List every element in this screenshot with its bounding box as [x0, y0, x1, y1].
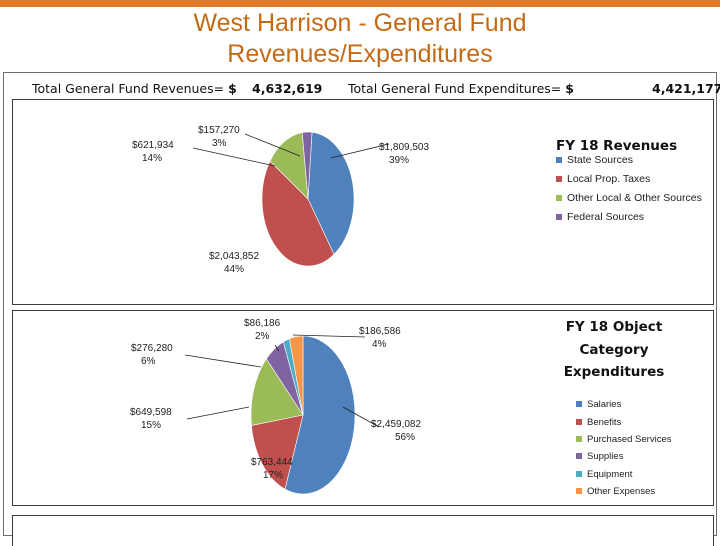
expenditures-title-line-1: FY 18 Object: [566, 319, 663, 335]
revenues-slice-state-sources: [307, 131, 355, 255]
title-line-2: Revenues/Expenditures: [227, 40, 493, 68]
expenditures-total-label: Total General Fund Expenditures= $: [348, 81, 574, 96]
content-frame: Total General Fund Revenues= $ 4,632,619…: [3, 72, 720, 546]
revenues-pie-chart: $1,809,503 39% $2,043,852 44% $621,934 1…: [132, 125, 702, 275]
exp-label-other-pct: 4%: [372, 339, 387, 350]
legend-swatch-supplies: [576, 453, 582, 459]
leader-line-supplies: [184, 354, 262, 368]
expenditures-legend: Salaries Benefits Purchased Services Sup…: [576, 399, 672, 497]
legend-swatch-federal: [556, 214, 562, 220]
expenditures-title-line-2: Category: [579, 342, 648, 358]
legend-salaries: Salaries: [587, 399, 622, 410]
leader-line-purchased: [186, 406, 250, 420]
legend-swatch-state: [556, 157, 562, 163]
legend-other-expenses: Other Expenses: [587, 486, 655, 497]
exp-label-benefits-pct: 17%: [263, 470, 283, 481]
rev-label-other-pct: 14%: [142, 153, 162, 164]
expenditures-chart-panel: $2,459,082 56% $763,444 17% $649,598 15%…: [12, 310, 714, 506]
legend-swatch-salaries: [576, 401, 582, 407]
legend-swatch-local: [556, 176, 562, 182]
leader-line-equipment: [274, 344, 280, 352]
legend-benefits: Benefits: [587, 417, 622, 428]
exp-label-supplies-pct: 6%: [141, 356, 156, 367]
expenditures-slice-purchased-services: [250, 358, 304, 426]
revenues-total-value: 4,632,619: [252, 81, 323, 96]
rev-label-other-value: $621,934: [132, 140, 174, 151]
rev-label-federal-value: $157,270: [198, 125, 240, 136]
rev-label-federal-pct: 3%: [212, 138, 227, 149]
legend-equipment: Equipment: [587, 469, 633, 480]
revenues-chart-panel: $1,809,503 39% $2,043,852 44% $621,934 1…: [12, 99, 714, 305]
title-line-1: West Harrison - General Fund: [193, 9, 527, 37]
legend-swatch-other: [556, 195, 562, 201]
rev-label-state-value: $1,809,503: [379, 142, 429, 153]
slide-title: West Harrison - General Fund Revenues/Ex…: [0, 8, 720, 70]
rev-label-local-pct: 44%: [224, 264, 244, 275]
expenditures-slice-salaries: [284, 335, 356, 495]
exp-label-salaries-pct: 56%: [395, 432, 415, 443]
leader-line-federal: [244, 133, 301, 157]
expenditures-title-line-3: Expenditures: [564, 364, 665, 380]
exp-label-benefits-value: $763,444: [251, 457, 293, 468]
rev-label-local-value: $2,043,852: [209, 251, 259, 262]
exp-label-supplies-value: $276,280: [131, 343, 173, 354]
leader-line-other: [292, 334, 366, 338]
legend-swatch-other: [576, 488, 582, 494]
legend-local: Local Prop. Taxes: [567, 173, 650, 185]
legend-swatch-purchased: [576, 436, 582, 442]
exp-label-equipment-value: $86,186: [244, 318, 281, 329]
leader-line-state: [330, 143, 390, 159]
expenditures-pie-chart: $2,459,082 56% $763,444 17% $649,598 15%…: [130, 318, 672, 497]
exp-label-equipment-pct: 2%: [255, 331, 270, 342]
legend-swatch-equipment: [576, 471, 582, 477]
rev-label-state-pct: 39%: [389, 155, 409, 166]
revenues-slice-local-prop-taxes: [261, 160, 335, 267]
legend-federal: Federal Sources: [567, 211, 644, 223]
legend-swatch-benefits: [576, 419, 582, 425]
revenues-chart-title: FY 18 Revenues: [556, 138, 677, 154]
exp-label-salaries-value: $2,459,082: [371, 419, 421, 430]
leader-line-other-local: [192, 147, 276, 167]
expenditures-slice-benefits: [251, 414, 304, 490]
revenues-legend: State Sources Local Prop. Taxes Other Lo…: [556, 154, 702, 223]
next-chart-panel-partial: [12, 515, 714, 546]
exp-label-purchased-value: $649,598: [130, 407, 172, 418]
revenues-slice-federal-sources: [301, 131, 313, 200]
revenues-slice-other-local-other-sources: [269, 132, 309, 200]
accent-bar: [0, 0, 720, 7]
revenues-total-label: Total General Fund Revenues= $: [32, 81, 237, 96]
legend-purchased: Purchased Services: [587, 434, 672, 445]
exp-label-purchased-pct: 15%: [141, 420, 161, 431]
legend-state: State Sources: [567, 154, 633, 166]
exp-label-other-value: $186,586: [359, 326, 401, 337]
legend-other: Other Local & Other Sources: [567, 192, 702, 204]
expenditures-total-value: 4,421,177: [652, 81, 720, 96]
legend-supplies: Supplies: [587, 451, 624, 462]
expenditures-slice-other-expenses: [289, 335, 304, 416]
leader-line-salaries: [342, 406, 380, 428]
